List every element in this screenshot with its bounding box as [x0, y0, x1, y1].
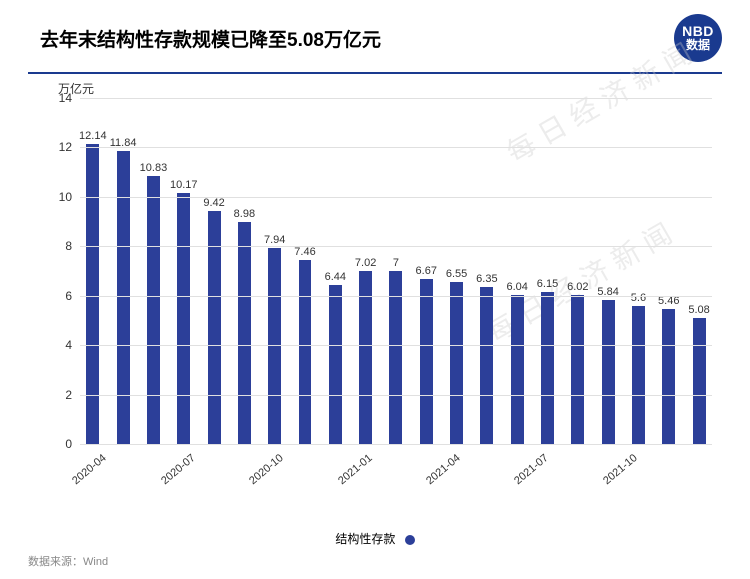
bar: 6.02 — [571, 295, 584, 444]
bar-wrap: 6.35 — [480, 98, 493, 444]
gridline — [80, 197, 712, 198]
bar-value-label: 7.94 — [264, 234, 285, 246]
bar: 7.46 — [299, 260, 312, 444]
gridline — [80, 147, 712, 148]
bar-wrap: 5.08 — [693, 98, 706, 444]
bar-wrap: 6.15 — [541, 98, 554, 444]
bar-wrap: 10.83 — [147, 98, 160, 444]
bar: 8.98 — [238, 222, 251, 444]
bar: 11.84 — [117, 151, 130, 444]
xaxis-ticks: 2020-042020-072020-102021-012021-042021-… — [80, 444, 712, 504]
bar-value-label: 6.15 — [537, 278, 558, 290]
bar: 10.17 — [177, 193, 190, 444]
bar: 6.04 — [511, 295, 524, 444]
bar-wrap: 5.84 — [602, 98, 615, 444]
bar-wrap: 6.04 — [511, 98, 524, 444]
bar: 6.55 — [450, 282, 463, 444]
xtick-label: 2021-10 — [601, 452, 640, 487]
bar-wrap: 9.42 — [208, 98, 221, 444]
bar-value-label: 8.98 — [234, 208, 255, 220]
bar-value-label: 6.44 — [325, 271, 346, 283]
bar-wrap: 10.17 — [177, 98, 190, 444]
bar: 6.67 — [420, 279, 433, 444]
bar: 10.83 — [147, 176, 160, 444]
chart-legend: 结构性存款 — [0, 530, 750, 547]
chart-title: 去年末结构性存款规模已降至5.08万亿元 — [40, 25, 381, 52]
bar-wrap: 5.46 — [662, 98, 675, 444]
bar-wrap: 6.67 — [420, 98, 433, 444]
ytick-label: 6 — [52, 289, 80, 303]
xtick-label: 2020-10 — [247, 452, 286, 487]
chart-area: 万亿元 12.1411.8410.8310.179.428.987.947.46… — [50, 84, 722, 504]
chart-container: 每日经济新闻 每日经济新闻 去年末结构性存款规模已降至5.08万亿元 NBD 数… — [0, 0, 750, 579]
bar-value-label: 6.35 — [476, 273, 497, 285]
chart-header: 去年末结构性存款规模已降至5.08万亿元 NBD 数据 — [0, 0, 750, 72]
bar-value-label: 7.46 — [294, 246, 315, 258]
ytick-label: 4 — [52, 338, 80, 352]
ytick-label: 14 — [52, 91, 80, 105]
bar: 6.15 — [541, 292, 554, 444]
ytick-label: 12 — [52, 140, 80, 154]
bar-value-label: 7 — [393, 257, 399, 269]
bar-value-label: 12.14 — [79, 130, 107, 142]
bar-value-label: 6.55 — [446, 268, 467, 280]
header-divider — [28, 72, 722, 74]
bar-value-label: 5.46 — [658, 295, 679, 307]
bar-wrap: 7.02 — [359, 98, 372, 444]
source-prefix: 数据来源： — [28, 556, 83, 568]
bar: 6.35 — [480, 287, 493, 444]
legend-label: 结构性存款 — [335, 532, 395, 546]
bar-value-label: 10.83 — [140, 162, 168, 174]
ytick-label: 8 — [52, 239, 80, 253]
bar-wrap: 11.84 — [117, 98, 130, 444]
legend-swatch — [405, 535, 415, 545]
bar-wrap: 6.02 — [571, 98, 584, 444]
bar-wrap: 5.6 — [632, 98, 645, 444]
bar-value-label: 5.6 — [631, 292, 646, 304]
ytick-label: 2 — [52, 388, 80, 402]
bar-value-label: 10.17 — [170, 179, 198, 191]
bar-value-label: 9.42 — [203, 197, 224, 209]
logo-text-top: NBD — [682, 24, 714, 39]
gridline — [80, 296, 712, 297]
gridline — [80, 395, 712, 396]
bar-value-label: 6.04 — [506, 281, 527, 293]
bar-wrap: 8.98 — [238, 98, 251, 444]
xtick-label: 2021-01 — [336, 452, 375, 487]
source-value: Wind — [83, 556, 108, 568]
gridline — [80, 345, 712, 346]
bar: 5.46 — [662, 309, 675, 444]
bar-value-label: 6.02 — [567, 281, 588, 293]
xtick-label: 2020-07 — [159, 452, 198, 487]
nbd-logo: NBD 数据 — [674, 14, 722, 62]
bar: 7 — [389, 271, 402, 444]
bar-group: 12.1411.8410.8310.179.428.987.947.466.44… — [80, 98, 712, 444]
ytick-label: 10 — [52, 190, 80, 204]
bar-wrap: 7.46 — [299, 98, 312, 444]
bar: 12.14 — [86, 144, 99, 444]
xtick-label: 2021-07 — [513, 452, 552, 487]
xtick-label: 2021-04 — [424, 452, 463, 487]
bar-value-label: 5.08 — [688, 304, 709, 316]
bar: 5.08 — [693, 318, 706, 444]
bar: 5.84 — [602, 300, 615, 444]
bar-wrap: 7.94 — [268, 98, 281, 444]
bar-wrap: 7 — [389, 98, 402, 444]
bar-value-label: 6.67 — [416, 265, 437, 277]
gridline — [80, 246, 712, 247]
bar-wrap: 6.44 — [329, 98, 342, 444]
bar-value-label: 7.02 — [355, 257, 376, 269]
plot-region: 12.1411.8410.8310.179.428.987.947.466.44… — [80, 98, 712, 444]
bar-wrap: 12.14 — [86, 98, 99, 444]
bar: 5.6 — [632, 306, 645, 444]
bar: 6.44 — [329, 285, 342, 444]
gridline — [80, 444, 712, 445]
xtick-label: 2020-04 — [70, 452, 109, 487]
ytick-label: 0 — [52, 437, 80, 451]
gridline — [80, 98, 712, 99]
bar-wrap: 6.55 — [450, 98, 463, 444]
data-source-label: 数据来源：Wind — [28, 553, 108, 569]
logo-text-bottom: 数据 — [686, 39, 710, 52]
